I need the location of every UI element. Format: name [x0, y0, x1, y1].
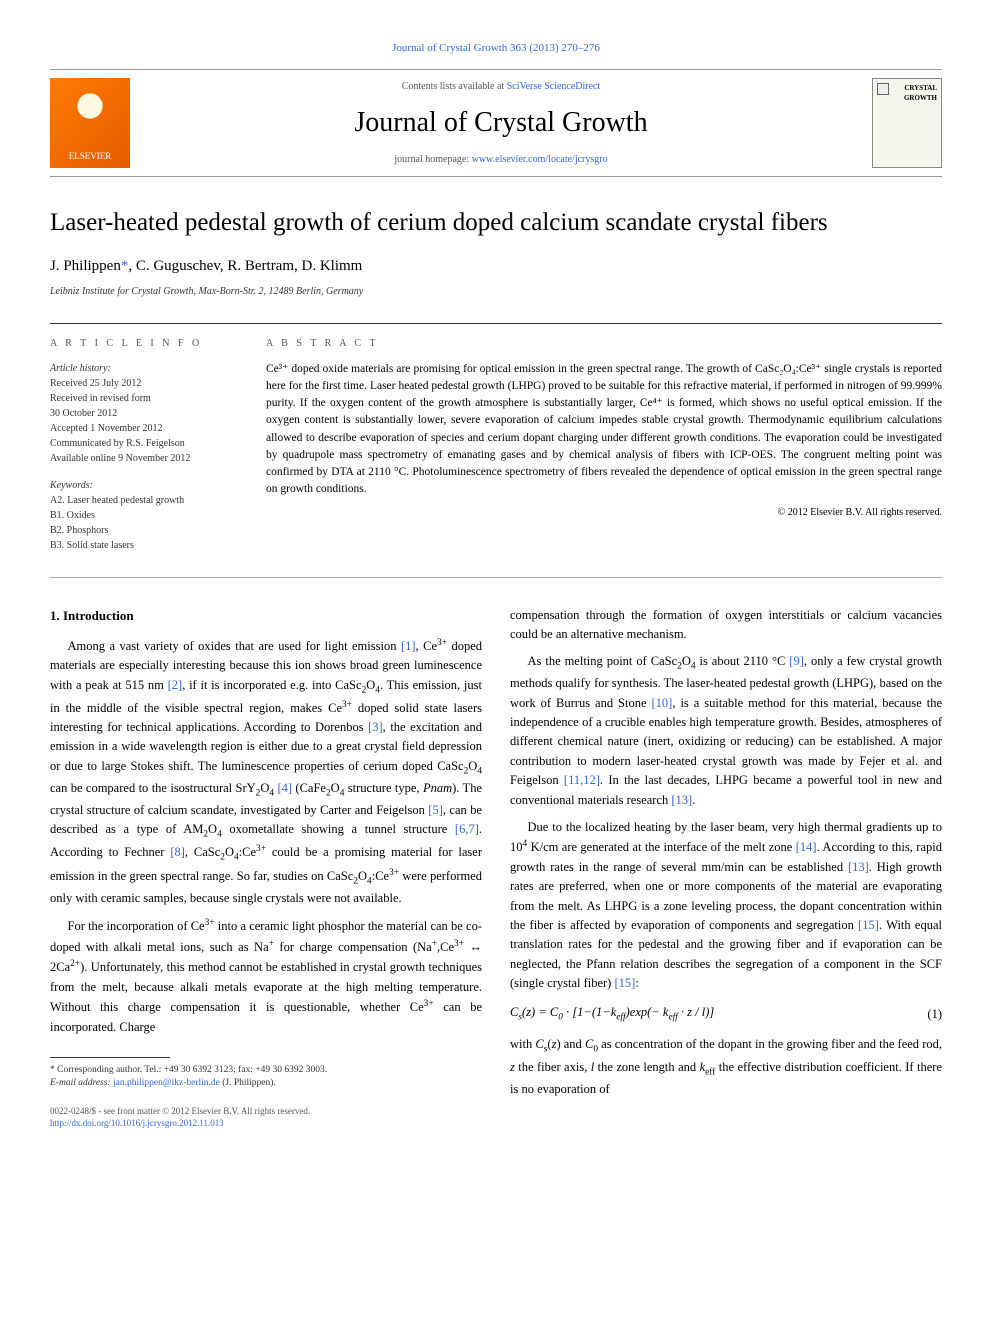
footnote-separator: [50, 1057, 170, 1058]
keyword-0: A2. Laser heated pedestal growth: [50, 493, 234, 508]
right-column: compensation through the formation of ox…: [510, 606, 942, 1130]
eq-number: (1): [927, 1005, 942, 1024]
right-p2: As the melting point of CaSc2O4 is about…: [510, 652, 942, 810]
keyword-1: B1. Oxides: [50, 508, 234, 523]
ref-15b[interactable]: [15]: [614, 976, 635, 990]
ref-2[interactable]: [2]: [168, 678, 183, 692]
history-line-4: Communicated by R.S. Feigelson: [50, 436, 234, 451]
publisher-label: ELSEVIER: [69, 150, 112, 164]
ref-11-12[interactable]: [11,12]: [564, 773, 600, 787]
abstract-heading: A B S T R A C T: [266, 336, 942, 351]
journal-name: Journal of Crystal Growth: [130, 102, 872, 144]
ref-1[interactable]: [1]: [401, 639, 416, 653]
elsevier-tree-icon: [65, 84, 115, 139]
ref-15[interactable]: [15]: [858, 918, 879, 932]
article-history: Article history: Received 25 July 2012 R…: [50, 361, 234, 466]
homepage-line: journal homepage: www.elsevier.com/locat…: [130, 152, 872, 167]
contents-line: Contents lists available at SciVerse Sci…: [130, 79, 872, 94]
right-p4: with Cs(z) and C0 as concentration of th…: [510, 1035, 942, 1098]
intro-p2: For the incorporation of Ce3+ into a cer…: [50, 916, 482, 1037]
right-p1: compensation through the formation of ox…: [510, 606, 942, 645]
contents-prefix: Contents lists available at: [402, 81, 507, 92]
footnote-email[interactable]: jan.philippen@ikz-berlin.de: [113, 1078, 220, 1088]
history-line-5: Available online 9 November 2012: [50, 451, 234, 466]
history-line-0: Received 25 July 2012: [50, 376, 234, 391]
ref-6-7[interactable]: [6,7]: [455, 822, 479, 836]
info-abstract-row: A R T I C L E I N F O Article history: R…: [50, 323, 942, 578]
ref-3[interactable]: [3]: [368, 720, 383, 734]
right-p3: Due to the localized heating by the lase…: [510, 818, 942, 994]
keyword-2: B2. Phosphors: [50, 523, 234, 538]
history-line-1: Received in revised form: [50, 391, 234, 406]
abstract-copyright: © 2012 Elsevier B.V. All rights reserved…: [266, 505, 942, 520]
journal-cover-thumb: CRYSTAL GROWTH: [872, 78, 942, 168]
article-info: A R T I C L E I N F O Article history: R…: [50, 323, 250, 577]
journal-header: ELSEVIER Contents lists available at Sci…: [50, 69, 942, 177]
footnote-line2: E-mail address: jan.philippen@ikz-berlin…: [50, 1077, 482, 1090]
authors-line: J. Philippen*, C. Guguschev, R. Bertram,…: [50, 255, 942, 278]
history-line-2: 30 October 2012: [50, 406, 234, 421]
issn-line: 0022-0248/$ - see front matter © 2012 El…: [50, 1105, 482, 1118]
history-line-3: Accepted 1 November 2012: [50, 421, 234, 436]
cover-text: CRYSTAL GROWTH: [904, 84, 937, 103]
body-columns: 1. Introduction Among a vast variety of …: [50, 606, 942, 1130]
intro-heading: 1. Introduction: [50, 606, 482, 626]
sciencedirect-link[interactable]: SciVerse ScienceDirect: [507, 81, 601, 92]
ref-13[interactable]: [13]: [671, 793, 692, 807]
ref-9[interactable]: [9]: [789, 654, 804, 668]
homepage-link[interactable]: www.elsevier.com/locate/jcrysgro: [472, 154, 608, 165]
ref-4[interactable]: [4]: [277, 781, 292, 795]
abstract: A B S T R A C T Ce³⁺ doped oxide materia…: [250, 323, 942, 577]
footnote-line1: * Corresponding author. Tel.: +49 30 639…: [50, 1064, 482, 1077]
keywords-block: Keywords: A2. Laser heated pedestal grow…: [50, 478, 234, 553]
ref-14[interactable]: [14]: [796, 840, 817, 854]
bottom-meta: 0022-0248/$ - see front matter © 2012 El…: [50, 1105, 482, 1130]
affiliation: Leibniz Institute for Crystal Growth, Ma…: [50, 284, 942, 299]
corr-mark[interactable]: *: [121, 258, 129, 274]
history-label: Article history:: [50, 361, 234, 376]
left-column: 1. Introduction Among a vast variety of …: [50, 606, 482, 1130]
publisher-logo: ELSEVIER: [50, 78, 130, 168]
ref-10[interactable]: [10]: [652, 696, 673, 710]
header-center: Contents lists available at SciVerse Sci…: [130, 79, 872, 167]
doi-line[interactable]: http://dx.doi.org/10.1016/j.jcrysgro.201…: [50, 1117, 482, 1130]
ref-13b[interactable]: [13]: [848, 860, 869, 874]
ref-5[interactable]: [5]: [428, 803, 443, 817]
article-title: Laser-heated pedestal growth of cerium d…: [50, 207, 942, 240]
ref-8[interactable]: [8]: [170, 845, 185, 859]
keywords-label: Keywords:: [50, 478, 234, 493]
equation-1: Cs(z) = C0 · [1−(1−keff)exp(− keff · z /…: [510, 1003, 942, 1025]
homepage-prefix: journal homepage:: [394, 154, 471, 165]
article-info-heading: A R T I C L E I N F O: [50, 336, 234, 351]
intro-p1: Among a vast variety of oxides that are …: [50, 636, 482, 908]
keyword-3: B3. Solid state lasers: [50, 538, 234, 553]
corr-footnote: * Corresponding author. Tel.: +49 30 639…: [50, 1064, 482, 1091]
abstract-text: Ce³⁺ doped oxide materials are promising…: [266, 361, 942, 499]
authors-text: J. Philippen*, C. Guguschev, R. Bertram,…: [50, 258, 362, 274]
cover-stamp-icon: [877, 83, 889, 95]
citation-header[interactable]: Journal of Crystal Growth 363 (2013) 270…: [50, 40, 942, 57]
eq-body: Cs(z) = C0 · [1−(1−keff)exp(− keff · z /…: [510, 1003, 714, 1025]
